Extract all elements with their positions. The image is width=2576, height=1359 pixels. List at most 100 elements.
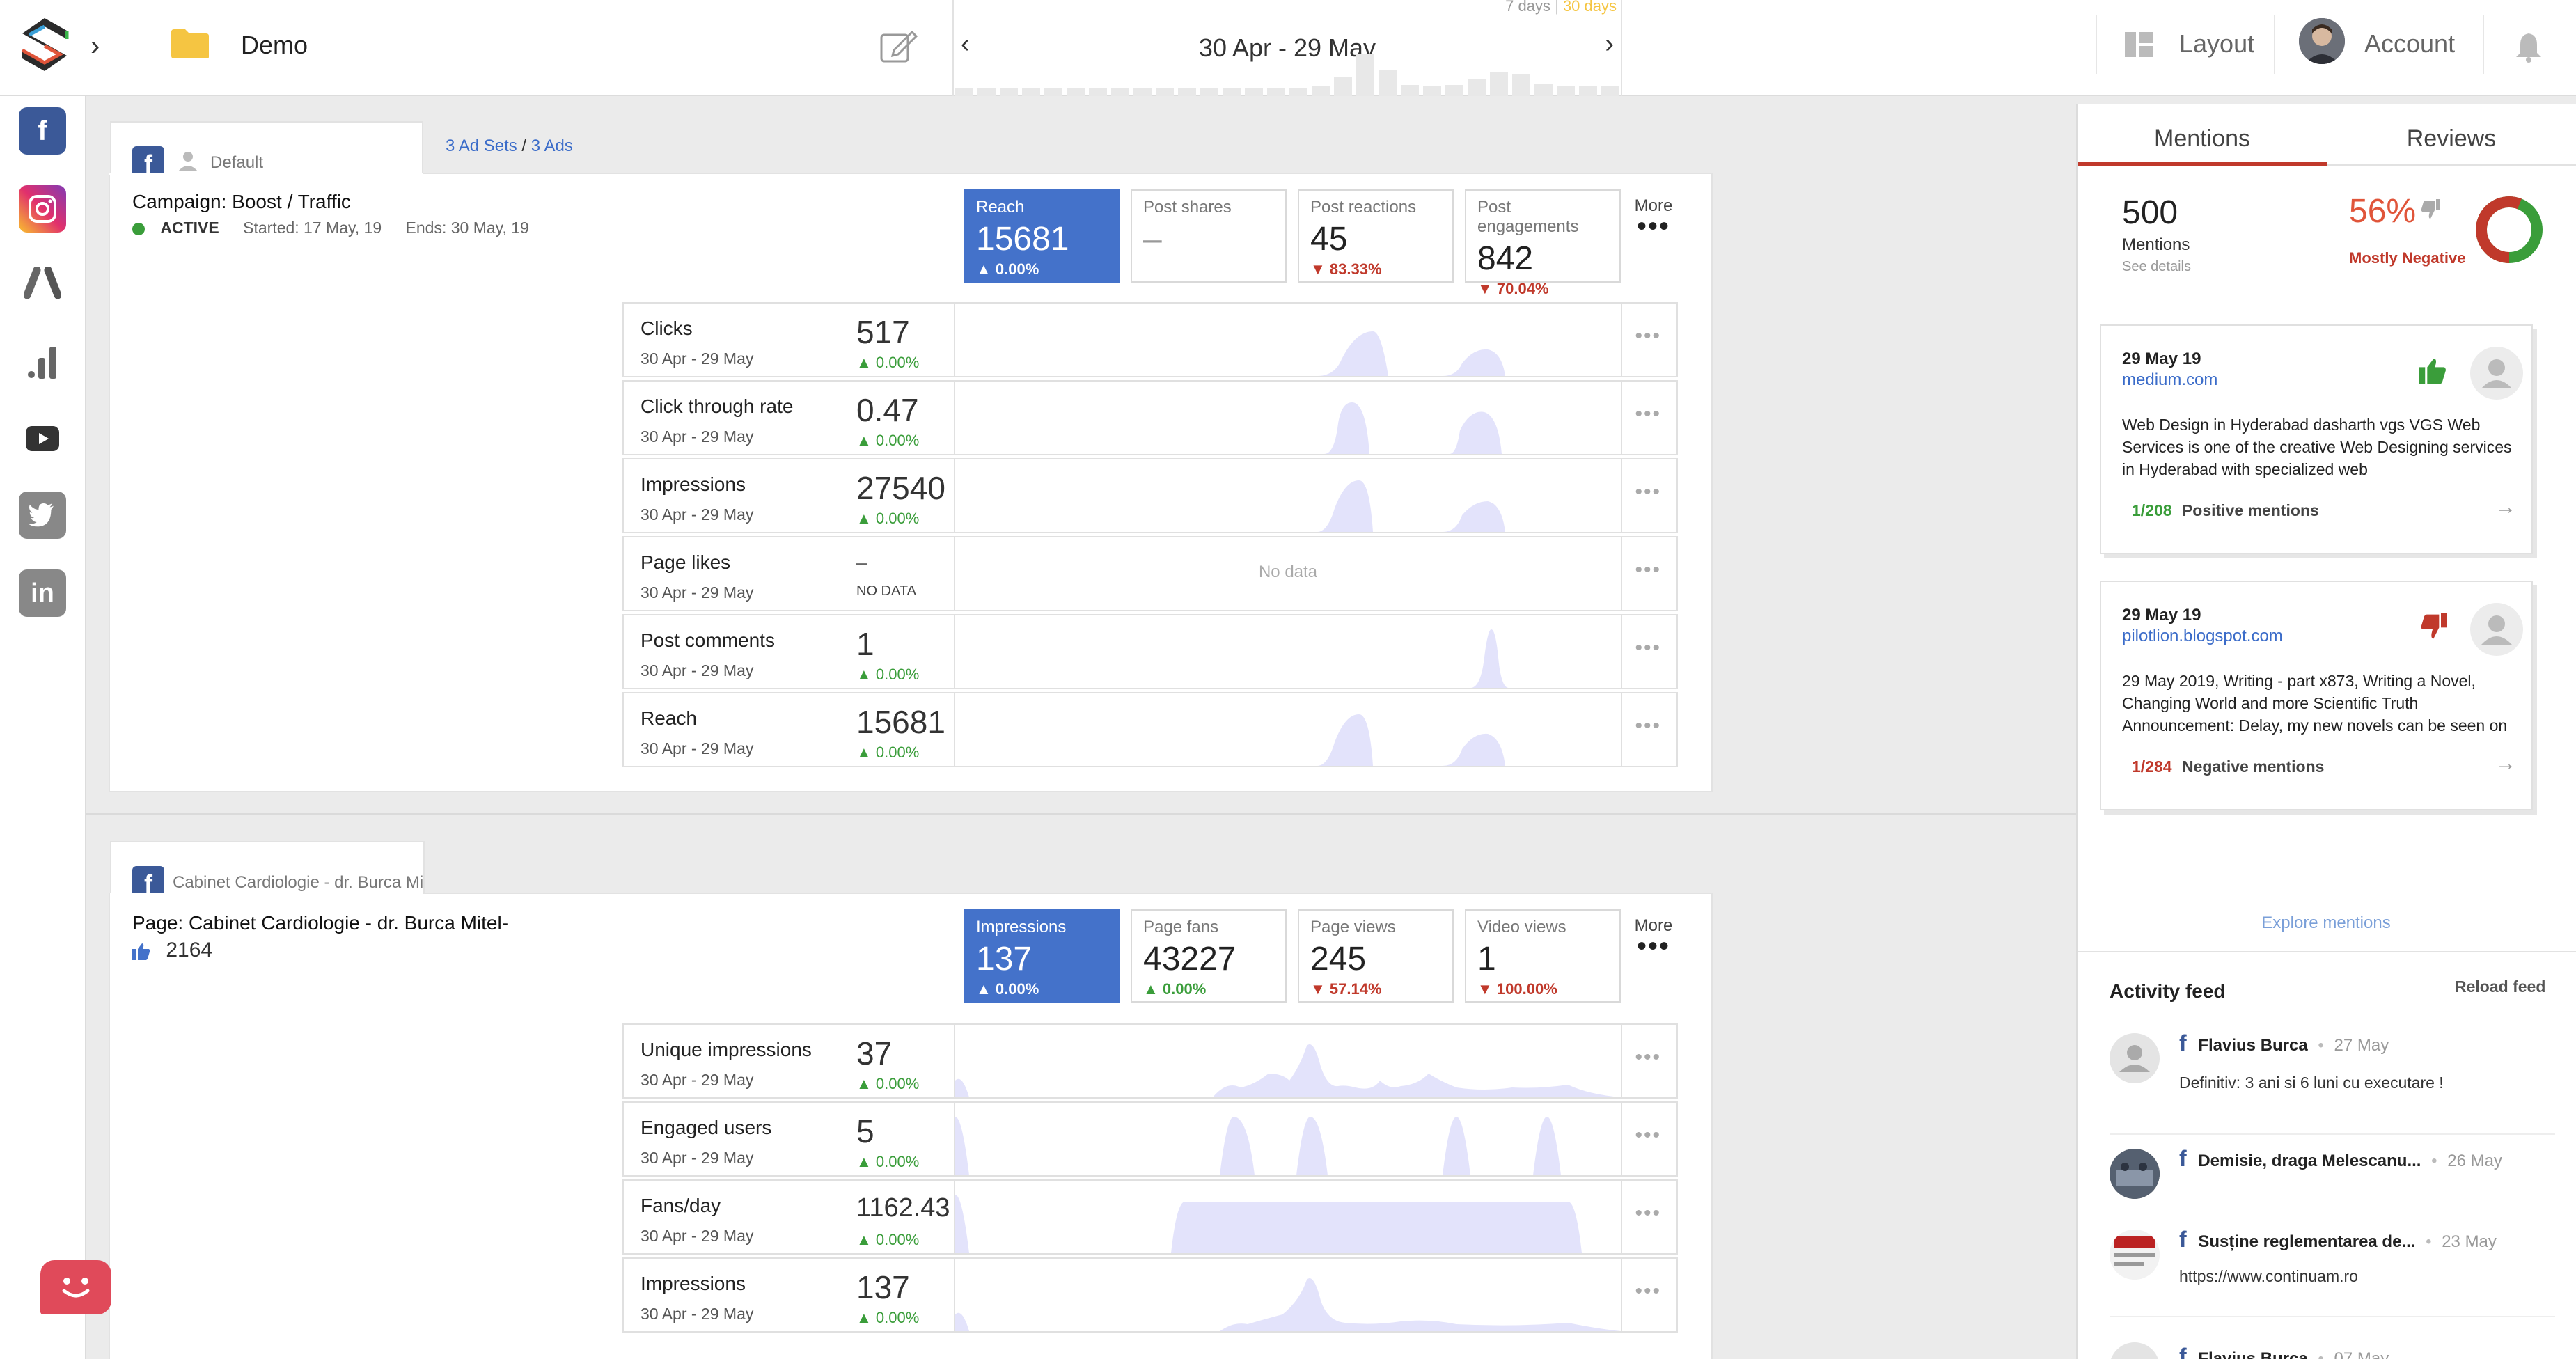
row-menu-icon[interactable]: ••• — [1635, 480, 1661, 503]
feed-item[interactable]: f Flavius Burca • 27 May Definitiv: 3 an… — [2110, 1030, 2555, 1121]
metric-row-unique-impressions[interactable]: Unique impressions 30 Apr - 29 May 37 ▲ … — [622, 1023, 1678, 1099]
date-prev-icon[interactable]: ‹ — [961, 29, 970, 58]
sparkline[interactable] — [954, 693, 1622, 766]
youtube-icon[interactable] — [19, 415, 66, 462]
layout-icon[interactable] — [2125, 32, 2153, 57]
row-menu-icon[interactable]: ••• — [1635, 1046, 1661, 1069]
feed-author[interactable]: Flavius Burca — [2198, 1036, 2308, 1055]
sparkline[interactable] — [954, 615, 1622, 688]
arrow-up-icon: ▲ — [1143, 980, 1159, 998]
sparkline[interactable] — [954, 1025, 1622, 1097]
metric-row-engaged-users[interactable]: Engaged users 30 Apr - 29 May 5 ▲ 0.00% … — [622, 1101, 1678, 1177]
reload-feed-button[interactable]: Reload feed — [2455, 977, 2546, 996]
row-menu-icon[interactable]: ••• — [1635, 402, 1661, 425]
kpi-post-shares[interactable]: Post shares – — [1131, 189, 1287, 283]
sparkline[interactable] — [954, 382, 1622, 454]
sparkline[interactable]: No data — [954, 537, 1622, 610]
avatar — [2470, 347, 2523, 400]
mention-card[interactable]: 29 May 19 medium.com Web Design in Hyder… — [2100, 324, 2533, 554]
sparkline[interactable] — [954, 1259, 1622, 1331]
date-histogram[interactable] — [954, 42, 1621, 96]
feed-item[interactable]: f Flavius Burca • 07 May — [2110, 1340, 2555, 1359]
twitter-icon[interactable] — [19, 492, 66, 539]
date-range-label[interactable]: 30 Apr - 29 May — [1198, 33, 1376, 62]
linkedin-icon[interactable]: in — [19, 569, 66, 617]
bell-icon[interactable] — [2515, 32, 2543, 63]
row-value: 1 — [856, 626, 874, 662]
mention-card[interactable]: 29 May 19 pilotlion.blogspot.com 29 May … — [2100, 581, 2533, 810]
kpi-page-fans[interactable]: Page fans 43227 ▲ 0.00% — [1131, 909, 1287, 1003]
adsets-link[interactable]: 3 Ad Sets — [446, 136, 517, 155]
arrow-right-icon[interactable]: → — [2495, 752, 2516, 775]
row-menu-icon[interactable]: ••• — [1635, 1124, 1661, 1147]
thumbs-up-icon[interactable] — [2419, 356, 2447, 384]
kpi-post-engagements[interactable]: Post engagements 842 ▼ 70.04% — [1465, 189, 1621, 297]
mention-text: Web Design in Hyderabad dasharth vgs VGS… — [2122, 416, 2512, 478]
campaign-tab[interactable]: f Default — [110, 121, 423, 178]
kpi-label: Page fans — [1143, 918, 1219, 936]
feed-author[interactable]: Demisie, draga Melescanu... — [2198, 1152, 2421, 1170]
feed-item[interactable]: f Susține reglementarea de... • 23 May h… — [2110, 1227, 2555, 1303]
see-details-link[interactable]: See details — [2122, 259, 2191, 274]
mention-source-link[interactable]: pilotlion.blogspot.com — [2122, 627, 2283, 645]
kpi-reach[interactable]: Reach 15681 ▲ 0.00% — [964, 189, 1120, 283]
more-button[interactable]: More ••• — [1629, 916, 1678, 960]
kpi-impressions[interactable]: Impressions 137 ▲ 0.00% — [964, 909, 1120, 1003]
metric-row-post-comments[interactable]: Post comments 30 Apr - 29 May 1 ▲ 0.00% … — [622, 614, 1678, 689]
instagram-icon[interactable] — [19, 185, 66, 233]
more-label: More — [1634, 916, 1673, 935]
range-30-days[interactable]: 30 days — [1562, 0, 1617, 15]
kpi-post-reactions[interactable]: Post reactions 45 ▼ 83.33% — [1298, 189, 1454, 283]
folder-name[interactable]: Demo — [241, 31, 308, 59]
sparkline[interactable] — [954, 459, 1622, 532]
row-menu-icon[interactable]: ••• — [1635, 324, 1661, 347]
row-menu-icon[interactable]: ••• — [1635, 714, 1661, 737]
date-next-icon[interactable]: › — [1605, 29, 1614, 58]
feed-item[interactable]: f Demisie, draga Melescanu... • 26 May — [2110, 1146, 2555, 1209]
tab-mentions[interactable]: Mentions — [2078, 104, 2327, 166]
thumbs-down-icon[interactable] — [2419, 613, 2447, 641]
ads-link[interactable]: 3 Ads — [531, 136, 573, 155]
sparkline[interactable] — [954, 304, 1622, 376]
feed-author[interactable]: Flavius Burca — [2198, 1349, 2308, 1359]
metric-row-clicks[interactable]: Clicks 30 Apr - 29 May 517 ▲ 0.00% ••• — [622, 302, 1678, 377]
avatar[interactable] — [2299, 18, 2345, 64]
metric-row-reach[interactable]: Reach 30 Apr - 29 May 15681 ▲ 0.00% ••• — [622, 692, 1678, 767]
row-menu-icon[interactable]: ••• — [1635, 1280, 1661, 1303]
mentions-count: 500 — [2122, 194, 2178, 231]
layout-button[interactable]: Layout — [2179, 29, 2255, 58]
google-ads-icon[interactable] — [19, 260, 66, 308]
chevron-right-icon[interactable]: › — [91, 31, 100, 61]
facebook-icon[interactable]: f — [19, 107, 66, 155]
row-menu-icon[interactable]: ••• — [1635, 558, 1661, 581]
metric-row-impressions-page[interactable]: Impressions 30 Apr - 29 May 137 ▲ 0.00% … — [622, 1257, 1678, 1333]
kpi-video-views[interactable]: Video views 1 ▼ 100.00% — [1465, 909, 1621, 1003]
app-logo[interactable] — [18, 15, 71, 74]
feed-date: 26 May — [2447, 1152, 2502, 1170]
arrow-right-icon[interactable]: → — [2495, 496, 2516, 519]
range-7-days[interactable]: 7 days — [1505, 0, 1550, 15]
kpi-change: 0.00% — [995, 980, 1039, 998]
analytics-icon[interactable] — [19, 338, 66, 386]
feed-author[interactable]: Susține reglementarea de... — [2198, 1232, 2416, 1251]
kpi-page-views[interactable]: Page views 245 ▼ 57.14% — [1298, 909, 1454, 1003]
status-badge: ACTIVE Started: 17 May, 19 Ends: 30 May,… — [132, 219, 529, 237]
mention-source-link[interactable]: medium.com — [2122, 370, 2218, 389]
chat-widget-icon[interactable] — [40, 1260, 111, 1314]
account-button[interactable]: Account — [2364, 29, 2456, 58]
page-tab[interactable]: f Cabinet Cardiologie - dr. Burca Mit — [110, 841, 425, 895]
more-label: More — [1634, 196, 1673, 215]
sparkline[interactable] — [954, 1181, 1622, 1253]
row-menu-icon[interactable]: ••• — [1635, 636, 1661, 659]
edit-icon[interactable] — [879, 26, 919, 64]
row-date: 30 Apr - 29 May — [641, 583, 754, 602]
metric-row-fans-day[interactable]: Fans/day 30 Apr - 29 May 1162.43 ▲ 0.00%… — [622, 1179, 1678, 1255]
explore-mentions-link[interactable]: Explore mentions — [2261, 913, 2391, 932]
tab-reviews[interactable]: Reviews — [2327, 104, 2576, 166]
metric-row-page-likes[interactable]: Page likes 30 Apr - 29 May – NO DATA No … — [622, 536, 1678, 611]
row-menu-icon[interactable]: ••• — [1635, 1202, 1661, 1225]
metric-row-impressions[interactable]: Impressions 30 Apr - 29 May 27540 ▲ 0.00… — [622, 458, 1678, 533]
more-button[interactable]: More ••• — [1629, 196, 1678, 240]
metric-row-ctr[interactable]: Click through rate 30 Apr - 29 May 0.47 … — [622, 380, 1678, 455]
sparkline[interactable] — [954, 1103, 1622, 1175]
